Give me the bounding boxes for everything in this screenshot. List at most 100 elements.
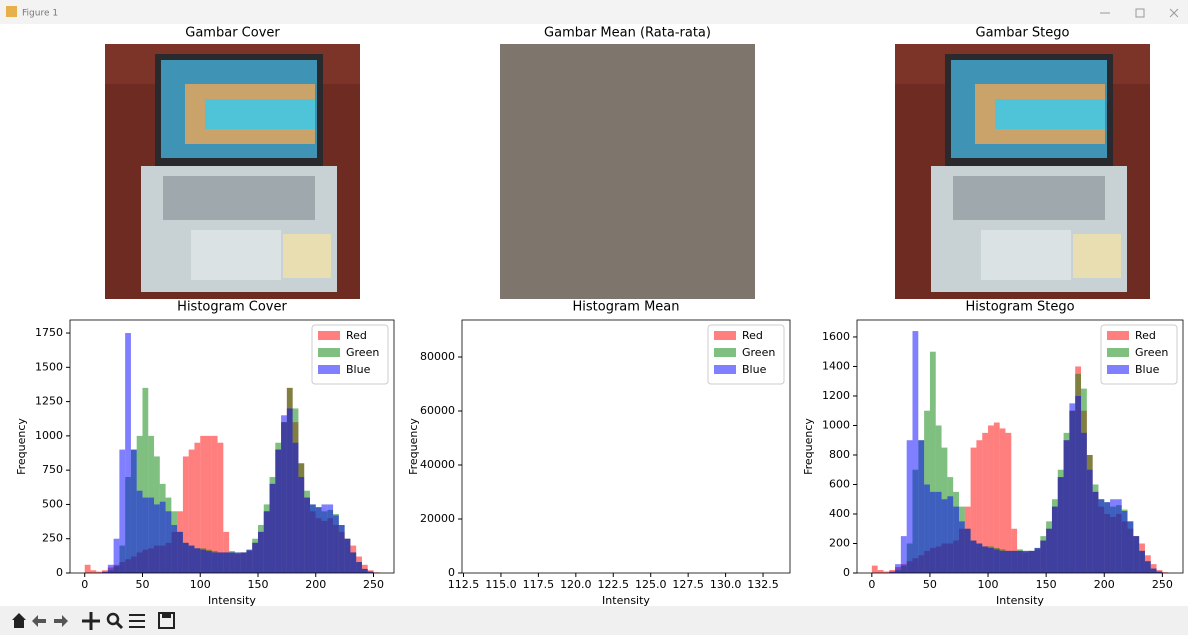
legend-label: Green <box>1135 346 1168 359</box>
histogram-bar <box>1122 511 1128 573</box>
histogram-bar <box>131 450 137 573</box>
x-tick-label: 150 <box>247 578 268 591</box>
histogram-bar <box>85 565 91 573</box>
histogram-bar <box>1116 499 1122 573</box>
legend-swatch <box>318 348 340 357</box>
histogram-bar <box>1151 569 1157 573</box>
histogram-bar <box>246 550 252 573</box>
x-tick-label: 112.5 <box>448 578 480 591</box>
screen-sea <box>205 99 315 129</box>
keyboard <box>163 176 315 220</box>
histogram-bar <box>108 565 114 573</box>
histogram-bar <box>947 496 953 573</box>
histogram-bar <box>252 543 258 573</box>
histogram-bar <box>1069 403 1075 573</box>
histogram-bar <box>1046 529 1052 573</box>
histogram-bar <box>918 440 924 573</box>
histogram-bar <box>322 504 328 573</box>
histogram-bar <box>310 504 316 573</box>
y-axis-label: Frequency <box>802 418 815 475</box>
y-axis-label: Frequency <box>15 418 28 475</box>
histogram-bar <box>137 491 143 573</box>
histogram-bar <box>930 492 936 573</box>
image-title: Gambar Stego <box>976 26 1070 41</box>
y-tick-label: 80000 <box>420 350 455 363</box>
histogram-bar <box>345 539 351 573</box>
legend-swatch <box>714 348 736 357</box>
histogram-bar <box>350 552 356 573</box>
legend-swatch <box>318 365 340 374</box>
histogram-bar <box>293 443 299 573</box>
histogram-bar <box>177 532 183 573</box>
histogram-bar <box>1029 551 1035 573</box>
y-tick-label: 400 <box>829 507 850 520</box>
x-tick-label: 132.5 <box>747 578 779 591</box>
histogram-bar <box>1052 507 1058 573</box>
legend-swatch <box>714 365 736 374</box>
x-tick-label: 125.0 <box>635 578 667 591</box>
histogram-bar <box>988 548 994 573</box>
x-tick-label: 127.5 <box>672 578 704 591</box>
histogram-bar <box>994 549 1000 573</box>
histogram-bar <box>976 543 982 573</box>
image-title: Gambar Cover <box>185 26 280 41</box>
histogram-bar <box>270 484 276 573</box>
photo <box>895 44 1150 299</box>
histogram-bar <box>200 550 206 573</box>
histogram-bar <box>1075 396 1081 573</box>
legend-swatch <box>1107 365 1129 374</box>
histogram-bar <box>235 552 241 573</box>
histogram-bar <box>1145 561 1151 573</box>
histogram-bar <box>1000 551 1006 573</box>
y-tick-label: 800 <box>829 448 850 461</box>
histogram-bar <box>229 552 235 573</box>
touchpad <box>981 230 1071 280</box>
histogram-bar <box>1005 551 1011 573</box>
histogram-bar <box>142 498 148 573</box>
legend-swatch <box>318 331 340 340</box>
y-axis-label: Frequency <box>407 418 420 475</box>
y-tick-label: 60000 <box>420 404 455 417</box>
histogram-bar <box>258 532 264 573</box>
legend-label: Red <box>346 329 367 342</box>
x-tick-label: 120.0 <box>560 578 592 591</box>
y-tick-label: 200 <box>829 536 850 549</box>
histogram-bar <box>924 484 930 573</box>
x-axis-label: Intensity <box>996 594 1044 607</box>
y-tick-label: 1200 <box>822 389 850 402</box>
histogram-bar <box>982 546 988 573</box>
x-tick-label: 50 <box>135 578 149 591</box>
histogram-bar <box>872 566 878 573</box>
y-tick-label: 1400 <box>822 359 850 372</box>
histogram-bar <box>212 552 218 573</box>
y-tick-label: 0 <box>448 566 455 579</box>
histogram-bar <box>907 440 913 573</box>
y-tick-label: 1600 <box>822 330 850 343</box>
keyboard <box>953 176 1105 220</box>
y-tick-label: 1500 <box>35 360 63 373</box>
histogram-bar <box>901 536 907 573</box>
histogram-bar <box>206 551 212 573</box>
y-tick-label: 0 <box>843 566 850 579</box>
title-bar <box>0 0 1188 24</box>
histogram-bar <box>971 541 977 573</box>
y-tick-label: 1250 <box>35 395 63 408</box>
histogram-bar <box>281 415 287 573</box>
image-title: Gambar Mean (Rata-rata) <box>544 26 711 41</box>
window-icon <box>6 6 17 17</box>
histogram-bar <box>1023 551 1029 573</box>
histogram-bar <box>1081 433 1087 573</box>
legend-swatch <box>1107 331 1129 340</box>
image <box>500 44 755 299</box>
legend-swatch <box>714 331 736 340</box>
histogram-bar <box>1128 521 1134 573</box>
photo <box>105 44 360 299</box>
chart-title: Histogram Cover <box>177 300 287 315</box>
histogram-bar <box>356 562 362 573</box>
histogram-bar <box>1058 477 1064 573</box>
x-tick-label: 200 <box>305 578 326 591</box>
histogram-bar <box>119 450 125 573</box>
histogram-bar <box>1110 499 1116 573</box>
histogram-bar <box>189 546 195 573</box>
histogram-bar <box>1087 470 1093 573</box>
